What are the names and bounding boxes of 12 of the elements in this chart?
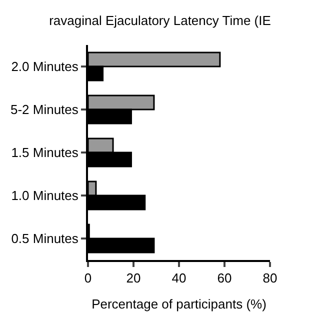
chart-title: ravaginal Ejaculatory Latency Time (IE (49, 13, 272, 28)
x-tick-label: 60 (217, 270, 232, 286)
x-axis-title: Percentage of participants (%) (92, 296, 266, 312)
x-tick-label: 40 (172, 270, 186, 286)
y-tick-label: 2.0 Minutes (11, 59, 79, 74)
y-tick-label: 1.0 Minutes (11, 188, 79, 204)
y-tick-label: 0.5 Minutes (11, 231, 79, 246)
x-tick-label: 80 (262, 270, 278, 286)
y-tick-label: 5-2 Minutes (10, 102, 79, 118)
x-tick-label: 20 (126, 270, 141, 286)
x-tick-label: 0 (84, 270, 92, 286)
y-tick-label: 1.5 Minutes (11, 145, 79, 160)
